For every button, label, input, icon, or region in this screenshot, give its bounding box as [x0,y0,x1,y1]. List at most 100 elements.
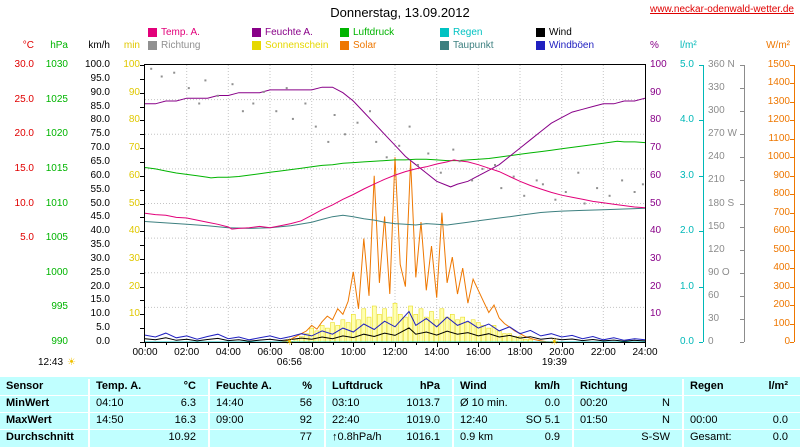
x-axis-tick [541,343,542,345]
direction-dot [333,114,336,116]
table-header-cell [636,379,682,395]
stats-table: Sensor Temp. A. °C Feuchte A.% Luftdruck hPa W… [0,377,800,447]
axis-label-direction: 60 [708,289,720,301]
table-cell: 14:50 [88,413,150,429]
axis-tick-lm2 [699,120,703,121]
axis-label-kmh: 15.0 [90,294,110,306]
direction-dot [458,160,461,163]
sunshine-bar [476,322,481,342]
x-axis-tick [416,343,417,345]
sunshine-bar [371,305,377,342]
table-cell: 0.9 [544,431,560,443]
table-header-cell: Feuchte A. [208,379,274,395]
axis-label-wm2: 800 [773,188,790,200]
axis-tick-wm2 [790,342,794,343]
sunshine-bar [345,322,351,342]
direction-dot [285,87,288,90]
y-axis-tick [140,134,144,135]
y-axis-tick [140,300,144,301]
x-axis-label: 18:00 [507,347,533,358]
axis-label-wm2: 1400 [767,77,790,89]
axis-label-direction: 300 [708,105,725,117]
axis-label-wm2: 500 [773,243,790,255]
legend-swatch [536,41,545,50]
table-cell: S-SW [641,431,670,443]
axis-label-percent: 80 [650,114,662,126]
legend-label: Solar [353,40,377,51]
direction-dot [356,121,359,124]
table-cell: Gesamt: [682,430,744,447]
axis-label-lm2: 4.0 [680,114,694,126]
table-cell: 1016.1 [406,431,440,443]
axis-label-direction: 120 [708,243,725,255]
axis-label-celsius: 20.0 [14,128,34,140]
axis-label-min: 30 [128,252,140,264]
axis-tick-direction [740,250,744,251]
direction-dot [369,110,371,113]
x-axis-tick [312,343,313,347]
x-axis-label: 12:00 [382,347,408,358]
direction-dot [198,102,201,105]
x-axis-tick [270,343,271,347]
legend-swatch [340,28,349,37]
axis-label-wm2: 400 [773,262,790,274]
x-axis-tick [187,343,188,347]
axis-label-percent: 10 [650,308,662,320]
series-wind-line [145,327,645,342]
axis-label-lm2: 5.0 [680,59,694,70]
axis-unit-kmh: km/h [88,40,110,51]
axis-tick-wm2 [790,287,794,288]
axis-label-kmh: 10.0 [90,308,110,320]
axis-label-percent: 50 [650,197,662,209]
table-cell: 92 [299,414,312,426]
table-cell: 04:10 [88,396,150,412]
table-cell: 0.0 [772,431,788,443]
direction-dot [500,187,503,190]
y-axis-tick [140,176,144,177]
table-header-row: Sensor Temp. A. °C Feuchte A.% Luftdruck hPa W… [0,379,800,396]
sunshine-bar [408,305,413,342]
table-cell: 09:00 [208,413,274,429]
table-header-cell: Regen [682,379,744,395]
axis-label-hpa: 1005 [45,232,68,244]
legend-swatch [148,28,157,37]
sunset-time-label: 19:39 [541,357,567,368]
sun-icon: ☀ [67,357,76,368]
sunshine-bar [486,327,492,342]
axis-label-direction: 150 [708,220,725,232]
table-header-cell: hPa [419,380,440,392]
table-cell: SO 5.1 [525,414,560,426]
table-header-cell: Richtung [572,379,636,395]
axis-tick-direction [740,88,744,89]
x-axis-label: 20:00 [549,347,575,358]
direction-dot [204,79,207,82]
legend-label: Richtung [161,40,201,51]
x-axis-tick [458,343,459,345]
legend-swatch [536,28,545,37]
x-axis-label: 06:00 [257,347,283,358]
sunshine-bar [444,316,450,342]
y-axis-tick [140,217,144,218]
axis-label-kmh: 80.0 [90,114,110,126]
site-link[interactable]: www.neckar-odenwald-wetter.de [650,4,794,15]
axis-label-wm2: 900 [773,169,790,181]
sunshine-bar [517,336,523,342]
sunshine-bar [434,319,439,342]
x-axis-tick [603,343,604,347]
sunshine-bar [507,333,512,342]
sunset-sun-icon: ☀ [549,337,559,348]
axis-line-lm2 [703,65,704,342]
direction-dot [577,171,580,174]
x-axis-tick [478,343,479,347]
direction-dot [564,191,567,193]
axis-label-wm2: 100 [773,317,790,329]
table-cell [682,396,744,412]
axis-label-min: 20 [128,280,140,292]
axis-label-direction: 240 [708,151,725,163]
axis-label-hpa: 995 [51,301,68,313]
legend-item: Solar [340,39,440,52]
sunshine-bar [429,311,434,342]
direction-dot [408,125,411,128]
table-cell: N [662,397,670,409]
x-axis-tick [374,343,375,345]
